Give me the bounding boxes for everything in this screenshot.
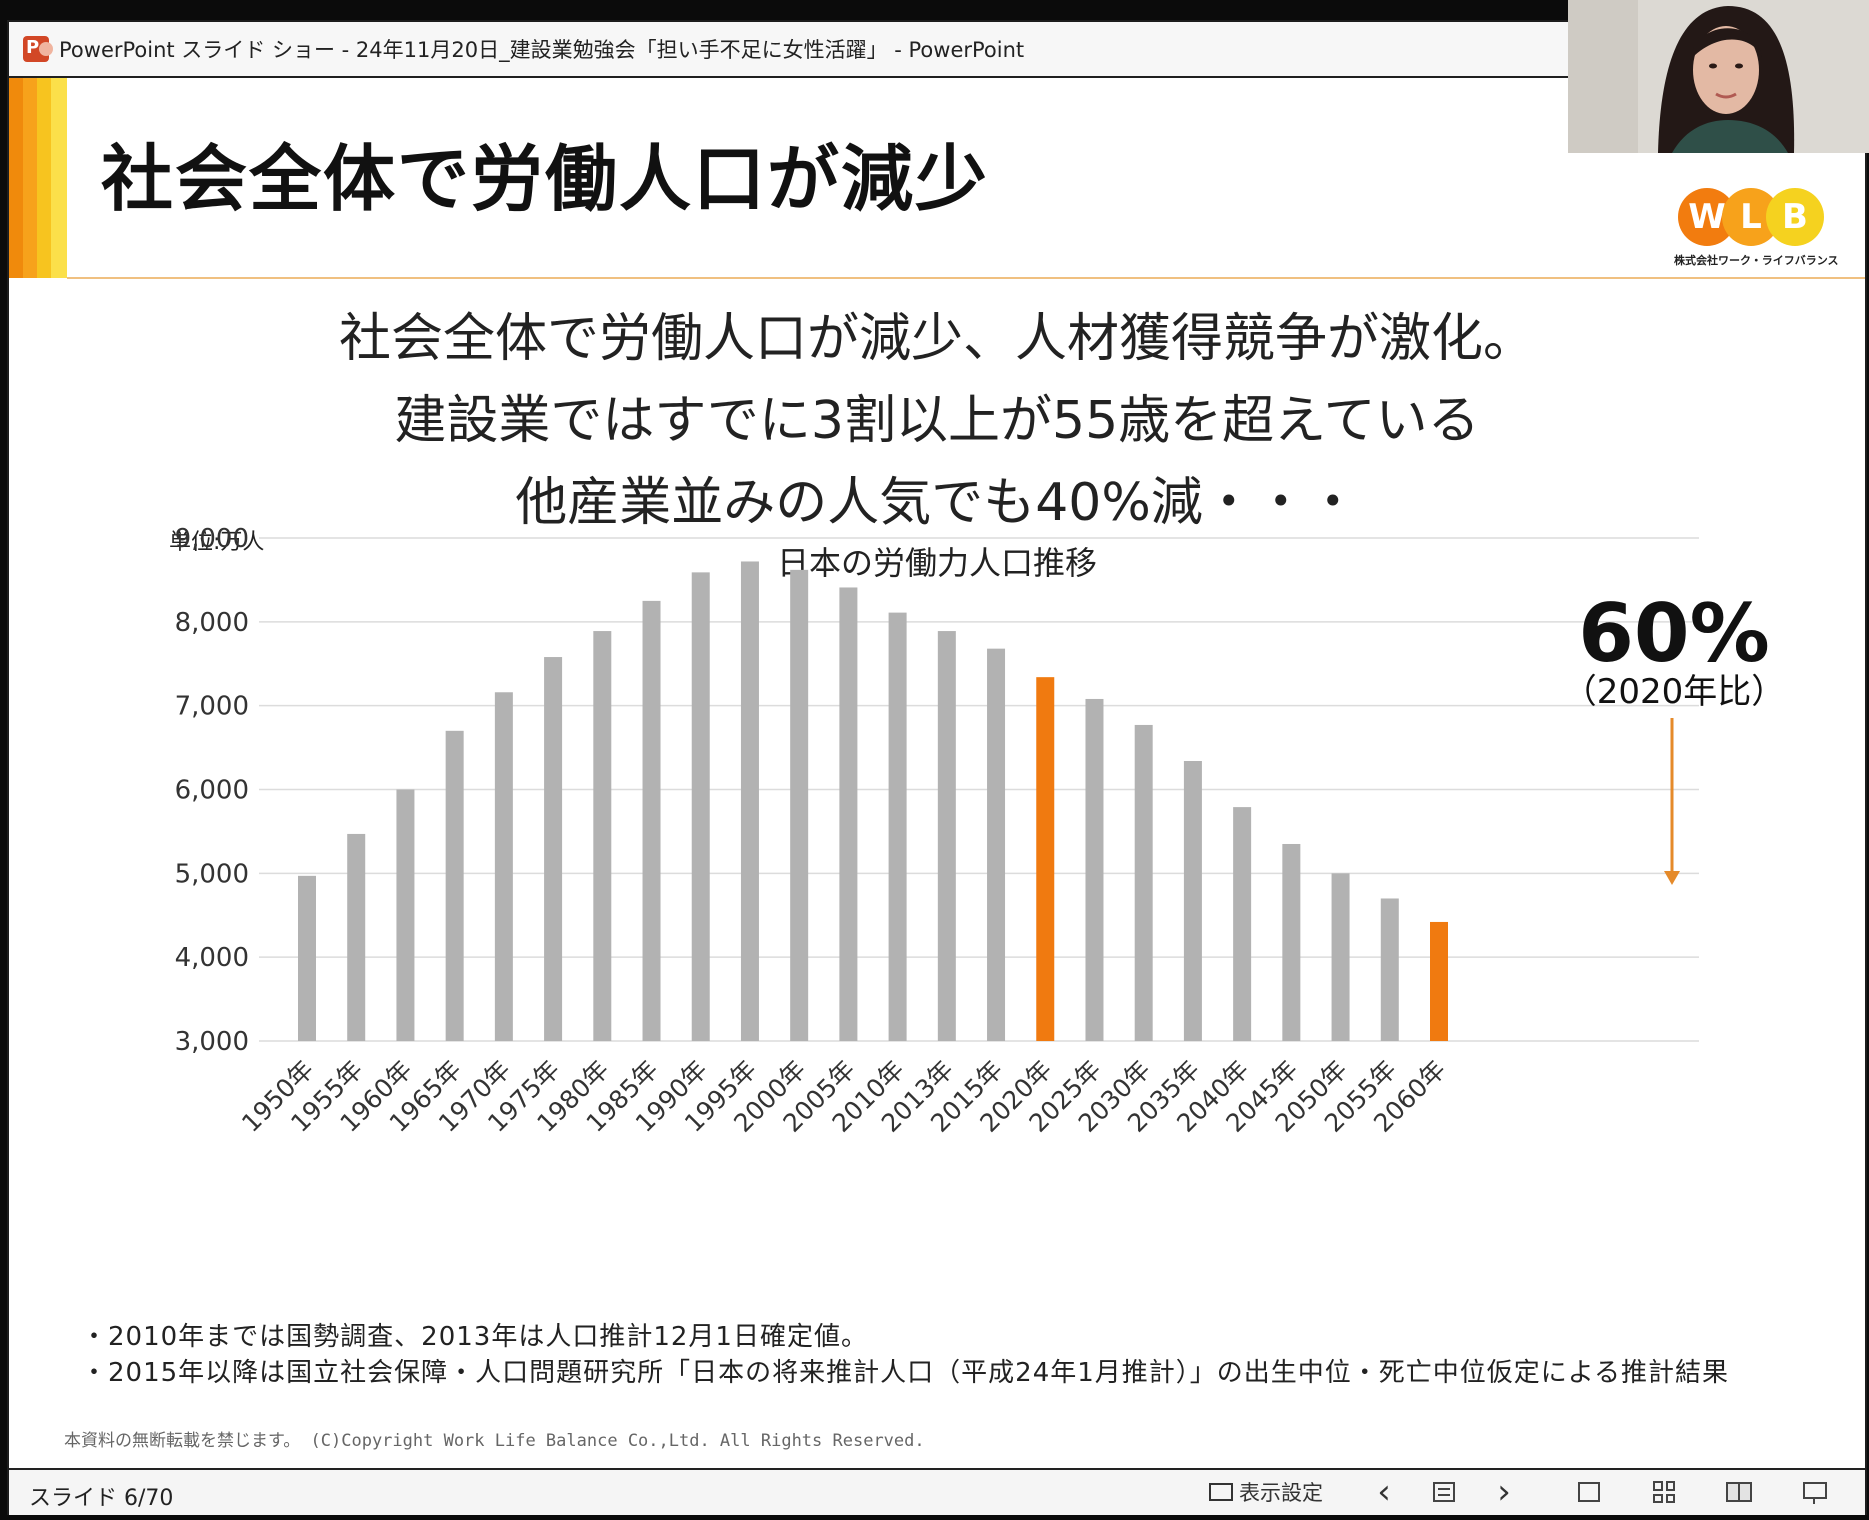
- bar-1985年: [642, 600, 661, 1041]
- slide-title: 社会全体で労働人口が減少: [101, 137, 990, 221]
- status-bar: スライド 6/70 表示設定 ‹ ›: [9, 1468, 1865, 1515]
- annotation-basis: （2020年比）: [1563, 672, 1786, 712]
- bar-2005年: [839, 587, 858, 1041]
- powerpoint-icon: P: [23, 36, 53, 62]
- subtitle-line-3: 他産業並みの人気でも40%減・・・: [515, 473, 1359, 533]
- view-settings-label: 表示設定: [1239, 1481, 1323, 1505]
- bar-1965年: [445, 730, 464, 1041]
- footnote-1: ・2010年までは国勢調査、2013年は人口推計12月1日確定値。: [81, 1322, 868, 1352]
- presenter-webcam: [1568, 0, 1869, 153]
- slide[interactable]: 社会全体で労働人口が減少 W L B 株式会社ワーク・ライフバランス 社会全体で…: [9, 78, 1865, 1468]
- reading-view-button[interactable]: [1724, 1476, 1754, 1508]
- chart-title: 日本の労働力人口推移: [776, 544, 1097, 582]
- presenter-video-image: [1568, 0, 1869, 153]
- logo-letter-b: B: [1766, 188, 1824, 246]
- bar-2050年: [1331, 873, 1350, 1041]
- bar-2000年: [790, 569, 809, 1041]
- subtitle-line-1: 社会全体で労働人口が減少、人材獲得競争が激化。: [338, 309, 1535, 369]
- bar-1990年: [691, 572, 710, 1041]
- annotation-arrow-head: [1664, 871, 1680, 885]
- bar-1955年: [347, 833, 366, 1041]
- monitor-gear-icon: [1209, 1483, 1233, 1501]
- bar-2013年: [937, 631, 956, 1041]
- slide-counter: スライド 6/70: [29, 1486, 174, 1511]
- y-tick-label: 4,000: [175, 943, 249, 973]
- chevron-right-icon: ›: [1497, 1472, 1511, 1512]
- header-accent-stripes: [9, 78, 67, 278]
- header-divider: [67, 277, 1865, 279]
- company-logo: W L B 株式会社ワーク・ライフバランス: [1674, 188, 1839, 278]
- slide-sorter-icon: [1653, 1481, 1675, 1503]
- next-slide-button[interactable]: ›: [1489, 1472, 1519, 1512]
- copyright-notice: 本資料の無断転載を禁じます。 (C)Copyright Work Life Ba…: [64, 1431, 925, 1451]
- bar-1980年: [593, 631, 612, 1041]
- y-tick-label: 9,000: [175, 524, 249, 554]
- bar-2035年: [1183, 760, 1202, 1041]
- bar-1950年: [298, 875, 316, 1041]
- bar-2010年: [888, 612, 907, 1041]
- view-settings-button[interactable]: 表示設定: [1209, 1476, 1323, 1508]
- notes-icon: [1433, 1482, 1455, 1502]
- subtitle-line-2: 建設業ではすでに3割以上が55歳を超えている: [394, 391, 1480, 451]
- bar-2040年: [1233, 807, 1252, 1041]
- footnote-2: ・2015年以降は国立社会保障・人口問題研究所「日本の将来推計人口（平成24年1…: [81, 1358, 1730, 1388]
- bar-2060年: [1430, 921, 1448, 1041]
- y-tick-label: 3,000: [175, 1027, 249, 1057]
- bar-1970年: [494, 692, 513, 1041]
- bar-2055年: [1380, 898, 1399, 1041]
- y-tick-label: 6,000: [175, 776, 249, 806]
- normal-view-button[interactable]: [1574, 1476, 1604, 1508]
- unit-label: 単位:万人: [169, 530, 265, 555]
- bar-2025年: [1085, 698, 1104, 1041]
- normal-view-icon: [1578, 1482, 1600, 1502]
- bar-2030年: [1134, 724, 1153, 1041]
- bar-2045年: [1282, 843, 1301, 1041]
- chevron-left-icon: ‹: [1377, 1472, 1391, 1512]
- annotation-percent: 60%: [1578, 587, 1769, 680]
- title-bar: P PowerPoint スライド ショー - 24年11月20日_建設業勉強会…: [9, 22, 1865, 78]
- logo-subtitle: 株式会社ワーク・ライフバランス: [1674, 254, 1839, 267]
- slide-notes-button[interactable]: [1429, 1476, 1459, 1508]
- bar-1995年: [740, 561, 759, 1041]
- bar-1960年: [396, 789, 415, 1041]
- slide-sorter-button[interactable]: [1649, 1476, 1679, 1508]
- previous-slide-button[interactable]: ‹: [1369, 1472, 1399, 1512]
- bar-1975年: [544, 657, 563, 1041]
- bar-2015年: [987, 648, 1006, 1041]
- slideshow-button[interactable]: [1799, 1476, 1829, 1508]
- reading-view-icon: [1726, 1482, 1752, 1502]
- projector-icon: [1802, 1480, 1827, 1504]
- y-tick-label: 8,000: [175, 608, 249, 638]
- y-tick-label: 7,000: [175, 692, 249, 722]
- bar-2020年: [1036, 677, 1055, 1041]
- labor-force-bar-chart: 9,0008,0007,0006,0005,0004,0003,0001950年…: [175, 524, 1786, 1138]
- y-tick-label: 5,000: [175, 859, 249, 889]
- window-title: PowerPoint スライド ショー - 24年11月20日_建設業勉強会「担…: [59, 38, 1025, 62]
- powerpoint-window: P PowerPoint スライド ショー - 24年11月20日_建設業勉強会…: [7, 20, 1867, 1515]
